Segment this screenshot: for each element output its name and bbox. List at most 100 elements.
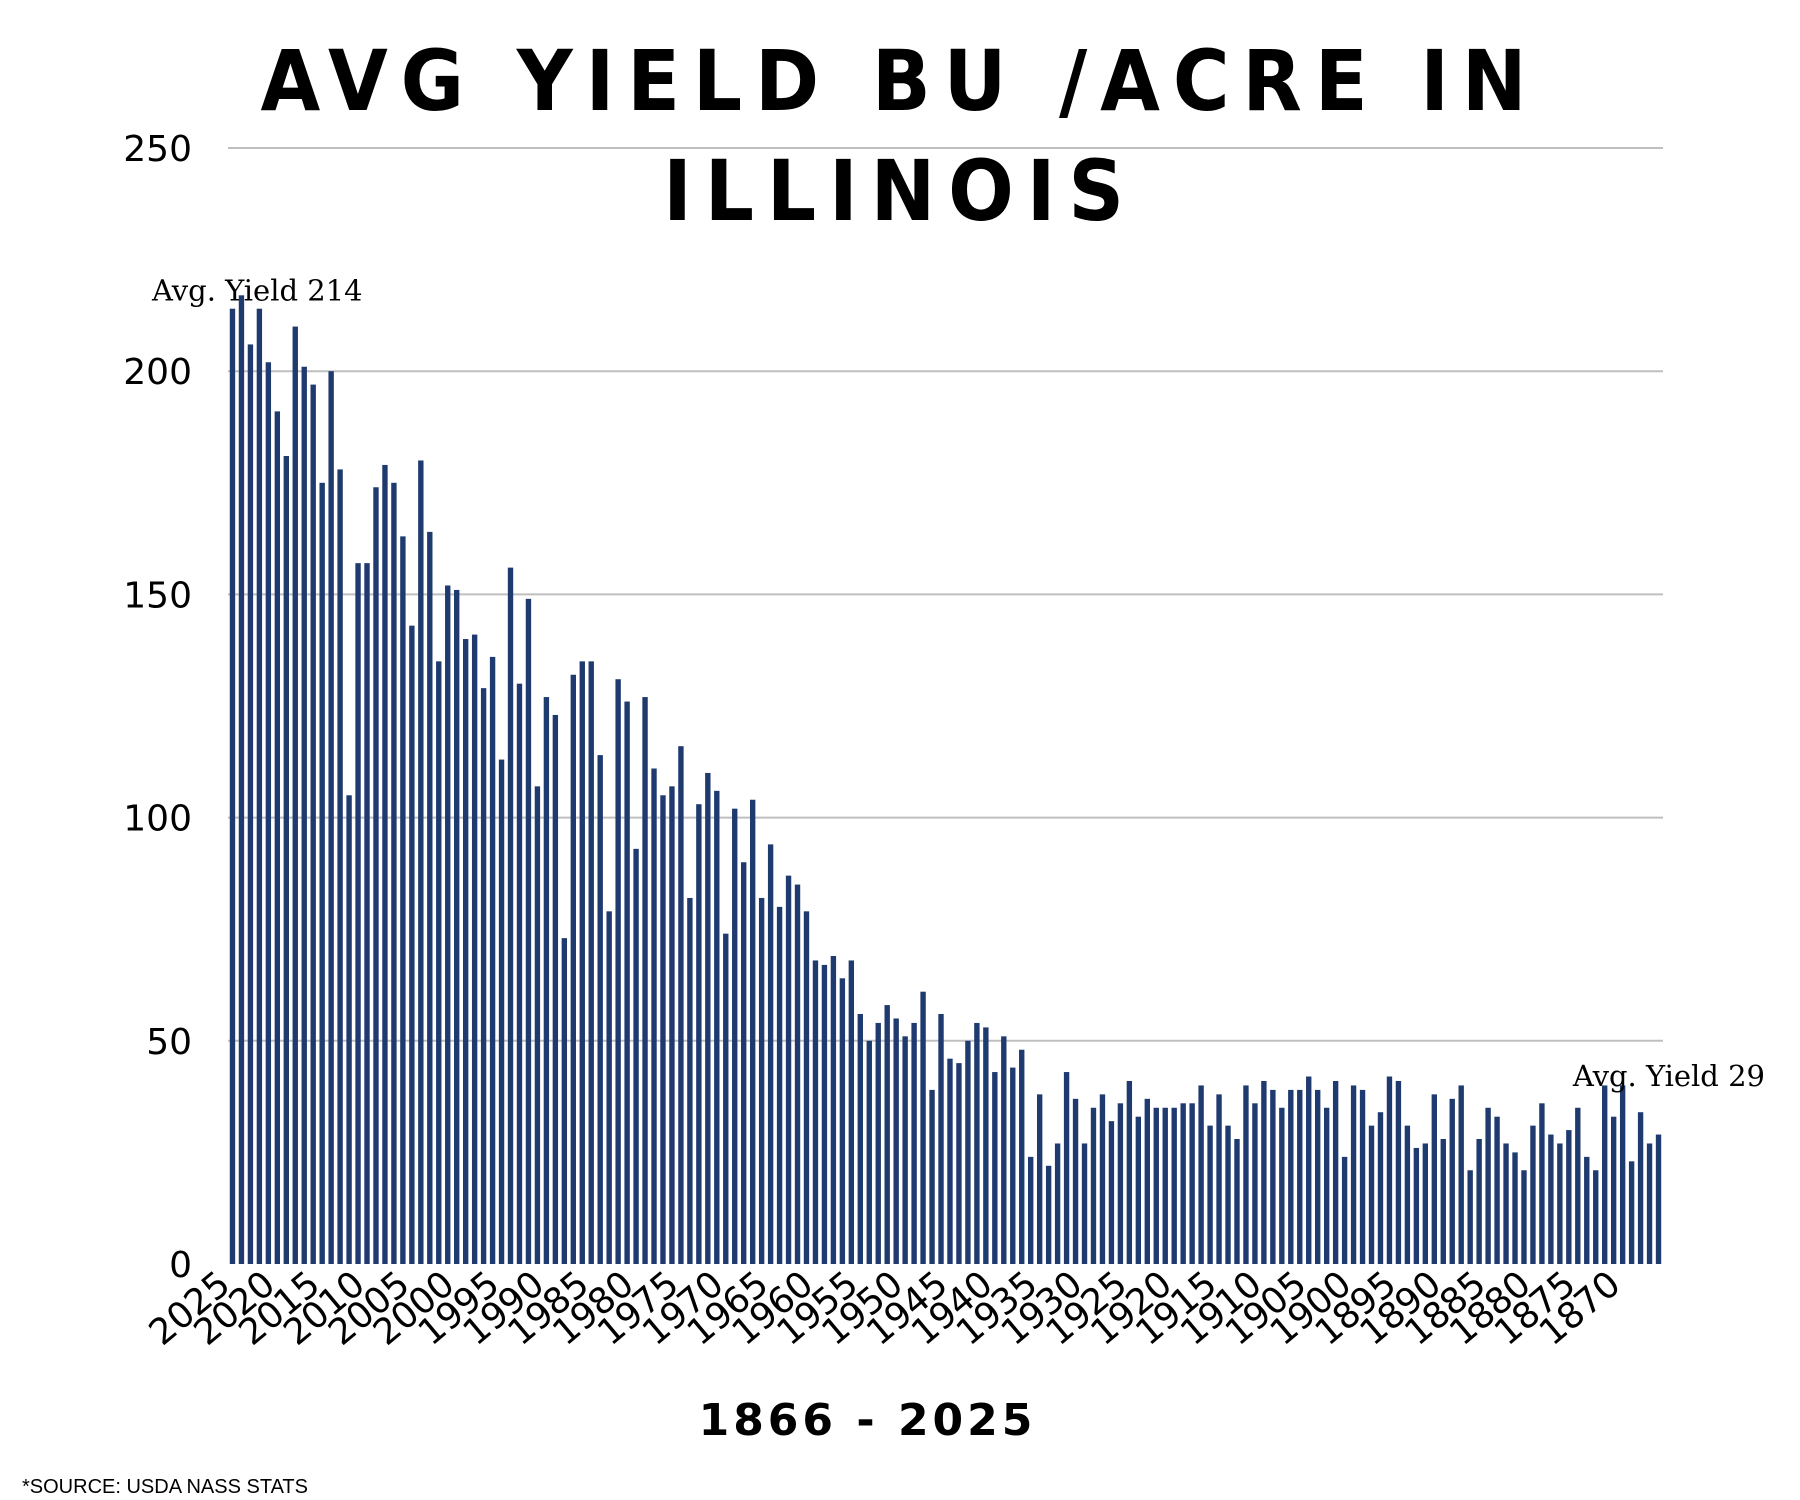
bar [292, 326, 298, 1264]
bar [1207, 1125, 1213, 1264]
bar [283, 456, 289, 1264]
bar [1377, 1112, 1384, 1264]
bar [974, 1022, 980, 1264]
bar [1548, 1134, 1554, 1264]
bar [1413, 1147, 1420, 1264]
bar [346, 795, 352, 1264]
bar [920, 991, 926, 1264]
bar [687, 897, 693, 1264]
bar [1162, 1107, 1168, 1264]
bar [462, 639, 469, 1264]
bar [391, 482, 397, 1264]
bar [418, 460, 424, 1265]
bar [310, 384, 316, 1265]
bar [1252, 1103, 1258, 1264]
bar [445, 585, 451, 1264]
bar [1521, 1170, 1527, 1264]
bar [579, 661, 585, 1264]
bar [1171, 1107, 1177, 1264]
bar [866, 1040, 872, 1264]
bar [714, 790, 720, 1264]
bar [1297, 1089, 1303, 1264]
bar [983, 1027, 989, 1264]
bar [1054, 1143, 1061, 1264]
bar [767, 844, 774, 1264]
annotations: Avg. Yield 214 Avg. Yield 29 [151, 274, 1765, 1093]
bar [489, 656, 496, 1264]
bar [1539, 1103, 1545, 1264]
bar [1350, 1085, 1357, 1264]
bar [229, 308, 236, 1264]
y-tick-label: 50 [146, 1022, 192, 1063]
bar [328, 371, 334, 1264]
bar [1243, 1085, 1249, 1264]
bar [319, 482, 325, 1264]
bar [1063, 1072, 1070, 1264]
bar [785, 875, 792, 1264]
bar [454, 589, 460, 1264]
bar [355, 563, 361, 1264]
bar [525, 598, 532, 1264]
bar [1117, 1103, 1124, 1264]
bar [624, 701, 630, 1264]
bar [1234, 1139, 1240, 1264]
bar [364, 563, 370, 1264]
bar [1126, 1080, 1133, 1264]
source-note: *SOURCE: USDA NASS STATS [22, 1476, 308, 1498]
bar [373, 487, 379, 1264]
bar [1153, 1107, 1159, 1264]
bar [480, 688, 487, 1264]
bar [588, 661, 594, 1264]
bar [1431, 1094, 1437, 1264]
bar [705, 772, 711, 1264]
bar [696, 804, 702, 1264]
bar [875, 1022, 881, 1264]
bar [776, 906, 783, 1264]
bar [1359, 1089, 1366, 1264]
bar [642, 697, 648, 1264]
bar [1144, 1098, 1150, 1264]
bar [749, 799, 756, 1264]
bar [1584, 1156, 1590, 1264]
bar [1476, 1139, 1482, 1264]
bar [911, 1022, 917, 1264]
bar [256, 308, 263, 1264]
bar [238, 295, 245, 1264]
bars [229, 295, 1662, 1265]
bar [400, 536, 406, 1264]
bar [956, 1063, 962, 1264]
bar [1099, 1094, 1106, 1264]
bar [337, 469, 343, 1264]
bar [1610, 1116, 1617, 1264]
bar [247, 344, 254, 1264]
bar [543, 697, 550, 1264]
bar [1530, 1125, 1536, 1264]
chart-title: AVG YIELD BU /ACRE IN ILLINOIS [260, 32, 1540, 240]
bar [902, 1036, 908, 1264]
bar [427, 531, 433, 1264]
bar [301, 366, 307, 1264]
bar [1001, 1036, 1007, 1264]
bar [633, 848, 639, 1264]
bar [1189, 1103, 1195, 1264]
bar [274, 411, 281, 1264]
bar [893, 1018, 899, 1264]
x-axis-label: 1866 - 2025 [698, 1395, 1037, 1446]
y-tick-label: 250 [123, 129, 192, 170]
bar [561, 938, 568, 1264]
bar [965, 1040, 971, 1264]
bar [1655, 1134, 1662, 1264]
bar [803, 911, 810, 1264]
bar [1575, 1107, 1581, 1264]
bar [848, 960, 855, 1264]
bar [597, 755, 603, 1264]
bar [884, 1005, 890, 1264]
bar [436, 661, 442, 1264]
bar [471, 634, 478, 1264]
bar [507, 567, 514, 1264]
bar [1225, 1125, 1231, 1264]
y-tick-label: 150 [123, 575, 192, 616]
bar [669, 786, 675, 1264]
bar [1036, 1094, 1043, 1264]
